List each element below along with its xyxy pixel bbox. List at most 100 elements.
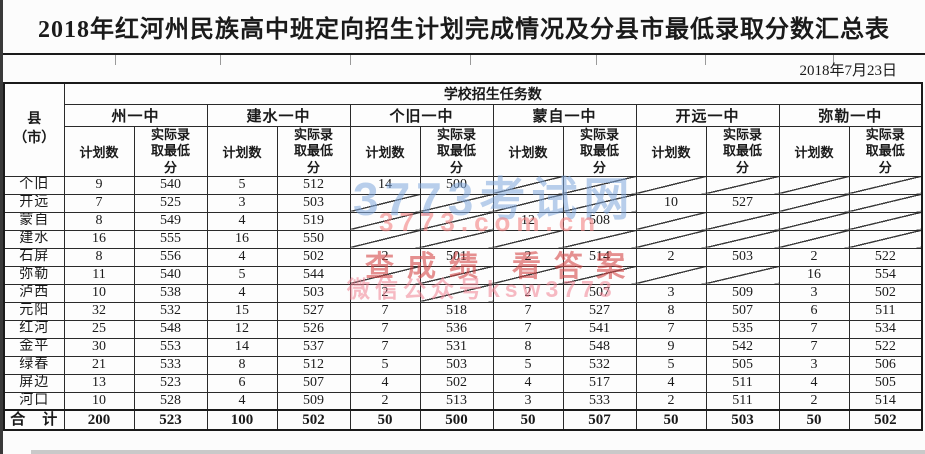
- score-cell: 533: [133, 355, 208, 375]
- plan-cell: 30: [63, 337, 135, 357]
- score-cell: 505: [705, 355, 780, 375]
- plan-cell: 16: [778, 265, 850, 285]
- empty-cell: [635, 211, 707, 231]
- empty-cell: [778, 211, 850, 231]
- score-cell: 554: [848, 265, 923, 285]
- column-tick: [596, 55, 597, 65]
- score-cell: 544: [276, 265, 351, 285]
- score-label: 实际录 取最低 分: [276, 126, 351, 177]
- county-cell: 泸西: [3, 283, 65, 303]
- score-cell: 532: [562, 355, 637, 375]
- plan-cell: 8: [635, 301, 707, 321]
- column-tick: [350, 55, 351, 65]
- plan-cell: 3: [206, 193, 278, 213]
- date-row: 2018年7月23日: [3, 55, 925, 82]
- plan-cell: 2: [349, 283, 421, 303]
- score-cell: 509: [705, 283, 780, 303]
- plan-cell: 7: [349, 337, 421, 357]
- empty-cell: [705, 211, 780, 231]
- group-header: 学校招生任务数: [63, 82, 923, 105]
- plan-cell: 8: [63, 211, 135, 231]
- column-tick: [705, 55, 706, 65]
- plan-label: 计划数: [778, 126, 850, 177]
- table-row: 泸西 10 538 4 503 2 2 507 3 509 3 502: [3, 283, 923, 303]
- plan-cell: 2: [492, 283, 564, 303]
- table-row: 开远 7 525 3 503 10 527: [3, 193, 923, 213]
- score-label: 实际录 取最低 分: [133, 126, 208, 177]
- table-row: 金平 30 553 14 537 7 531 8 548 9 542 7 522: [3, 337, 923, 357]
- table-row: 建水 16 555 16 550: [3, 229, 923, 249]
- total-label-cell: 合 计: [3, 409, 65, 431]
- plan-cell: 50: [635, 409, 707, 431]
- empty-cell: [349, 193, 421, 213]
- score-cell: 523: [133, 409, 208, 431]
- plan-cell: 7: [63, 193, 135, 213]
- score-cell: 500: [419, 409, 494, 431]
- bottom-strip: [31, 450, 925, 454]
- empty-cell: [349, 265, 421, 285]
- empty-cell: [848, 193, 923, 213]
- empty-cell: [848, 211, 923, 231]
- score-cell: 501: [419, 247, 494, 267]
- empty-cell: [635, 265, 707, 285]
- score-cell: 511: [705, 373, 780, 393]
- table-row: 河口 10 528 4 509 2 513 3 533 2 511 2 514: [3, 391, 923, 411]
- score-cell: 527: [705, 193, 780, 213]
- score-cell: 527: [562, 301, 637, 321]
- plan-cell: 2: [778, 247, 850, 267]
- county-cell: 建水: [3, 229, 65, 249]
- school-header: 弥勒一中: [778, 104, 923, 127]
- score-cell: 503: [276, 283, 351, 303]
- plan-cell: 15: [206, 301, 278, 321]
- plan-cell: 25: [63, 319, 135, 339]
- empty-cell: [848, 229, 923, 249]
- plan-cell: 2: [635, 247, 707, 267]
- score-cell: 555: [133, 229, 208, 249]
- score-cell: 540: [133, 175, 208, 195]
- column-tick: [833, 55, 834, 65]
- score-cell: 505: [848, 373, 923, 393]
- plan-cell: 7: [778, 319, 850, 339]
- score-label: 实际录 取最低 分: [419, 126, 494, 177]
- county-cell: 元阳: [3, 301, 65, 321]
- county-cell: 弥勒: [3, 265, 65, 285]
- plan-cell: 21: [63, 355, 135, 375]
- county-cell: 石屏: [3, 247, 65, 267]
- empty-cell: [419, 193, 494, 213]
- column-tick: [470, 55, 471, 65]
- plan-cell: 7: [349, 301, 421, 321]
- column-tick: [220, 55, 221, 65]
- total-row: 合 计 200 523 100 502 50 500 50 507 50 503 50 502: [3, 409, 923, 431]
- plan-cell: 2: [492, 247, 564, 267]
- plan-cell: 2: [778, 391, 850, 411]
- plan-cell: 4: [492, 373, 564, 393]
- empty-cell: [492, 193, 564, 213]
- score-cell: 531: [419, 337, 494, 357]
- admission-table: 县 （市） 学校招生任务数 州一中 建水一中 个旧一中 蒙自一中 开远一中 弥勒一中 计划…: [3, 82, 924, 432]
- empty-cell: [562, 229, 637, 249]
- score-cell: 507: [562, 283, 637, 303]
- score-cell: 532: [133, 301, 208, 321]
- county-cell: 蒙自: [3, 211, 65, 231]
- plan-cell: 32: [63, 301, 135, 321]
- empty-cell: [492, 265, 564, 285]
- plan-label: 计划数: [206, 126, 278, 177]
- score-cell: 502: [848, 283, 923, 303]
- plan-cell: 4: [206, 247, 278, 267]
- school-header-row: 州一中 建水一中 个旧一中 蒙自一中 开远一中 弥勒一中: [4, 104, 923, 127]
- county-cell: 红河: [3, 319, 65, 339]
- plan-cell: 7: [492, 319, 564, 339]
- empty-cell: [848, 175, 923, 195]
- plan-cell: 4: [206, 391, 278, 411]
- empty-cell: [419, 211, 494, 231]
- score-cell: 513: [419, 391, 494, 411]
- score-cell: 533: [562, 391, 637, 411]
- report-date: 2018年7月23日: [799, 63, 897, 79]
- score-cell: 541: [562, 319, 637, 339]
- plan-label: 计划数: [63, 126, 135, 177]
- score-cell: 540: [133, 265, 208, 285]
- plan-cell: 16: [63, 229, 135, 249]
- score-cell: 518: [419, 301, 494, 321]
- score-cell: 508: [562, 211, 637, 231]
- plan-cell: 4: [206, 211, 278, 231]
